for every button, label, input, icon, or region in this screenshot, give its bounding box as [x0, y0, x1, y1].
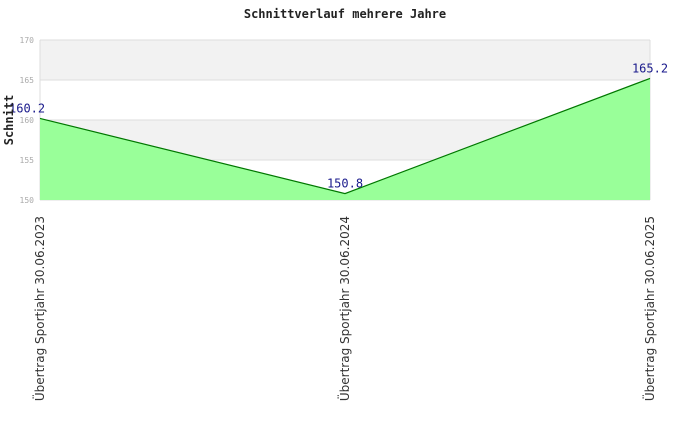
x-axis-ticks: Übertrag Sportjahr 30.06.2023 Übertrag Sp… [31, 216, 657, 401]
x-tick-label: Übertrag Sportjahr 30.06.2023 [31, 216, 47, 401]
y-tick-label: 150 [20, 196, 35, 205]
data-label: 150.8 [327, 177, 363, 191]
background-band [40, 80, 650, 120]
data-label: 160.2 [9, 101, 45, 115]
y-tick-label: 160 [20, 116, 35, 125]
data-labels: 160.2 150.8 165.2 [9, 61, 668, 190]
y-tick-label: 155 [20, 156, 35, 165]
area-series [39, 77, 651, 200]
y-axis-title: Schnitt [2, 95, 16, 146]
y-axis-ticks: 150 155 160 165 170 [20, 36, 35, 205]
y-tick-label: 170 [20, 36, 35, 45]
y-tick-label: 165 [20, 76, 35, 85]
series-area [40, 78, 650, 200]
data-label: 165.2 [632, 61, 668, 75]
chart-title: Schnittverlauf mehrere Jahre [244, 7, 446, 21]
series-line [39, 77, 651, 195]
x-tick-label: Übertrag Sportjahr 30.06.2024 [336, 216, 352, 401]
background-band [40, 40, 650, 80]
x-tick-label: Übertrag Sportjahr 30.06.2025 [641, 216, 657, 401]
